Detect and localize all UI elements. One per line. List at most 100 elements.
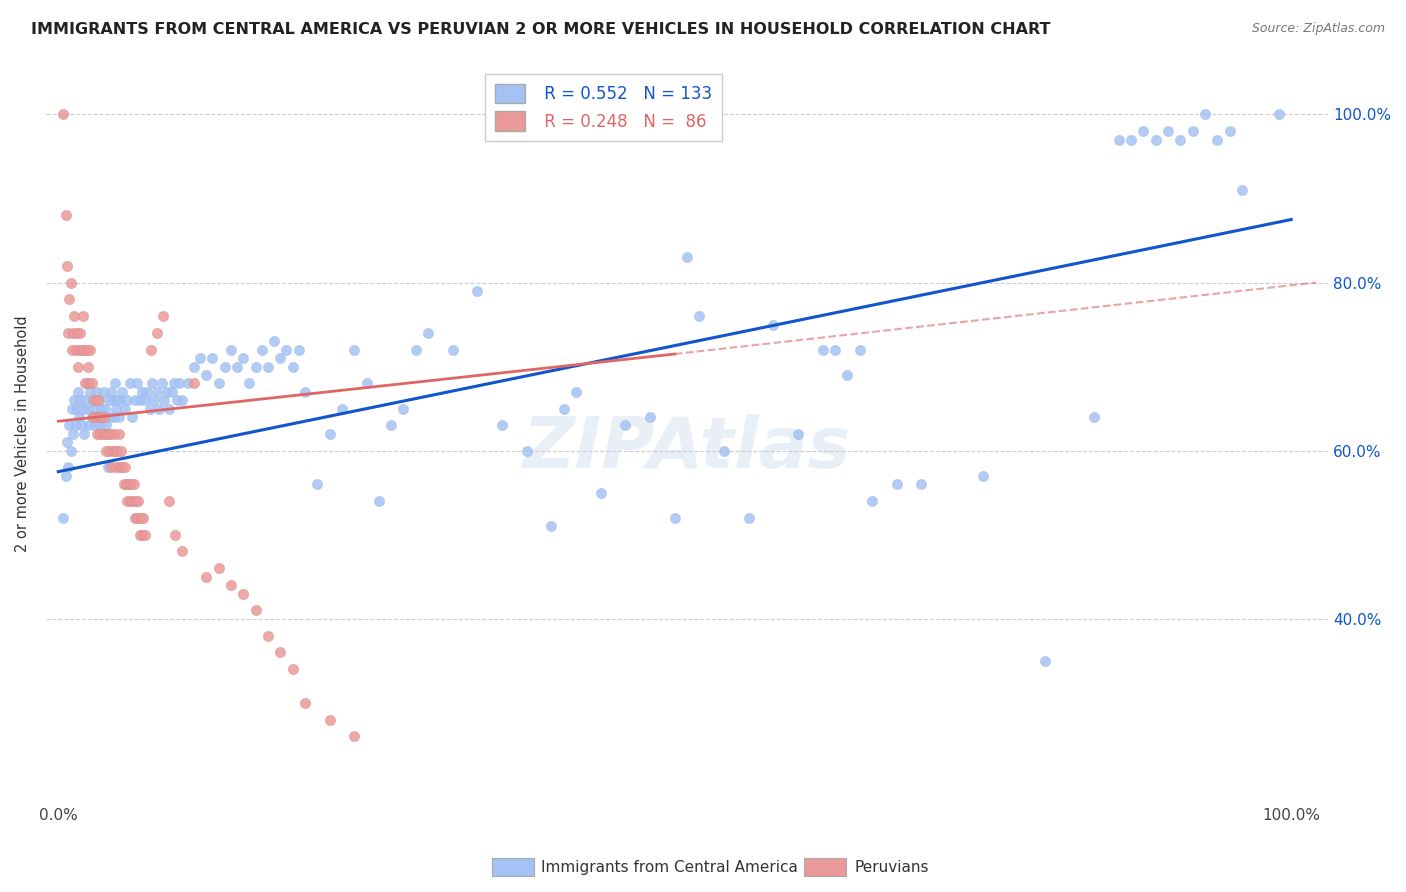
- Point: [87, 410, 110, 425]
- Point: [287, 343, 309, 357]
- Point: [73, 426, 96, 441]
- Point: [157, 401, 180, 416]
- Point: [152, 309, 174, 323]
- Point: [67, 410, 90, 425]
- Point: [56, 435, 79, 450]
- Point: [589, 485, 612, 500]
- Point: [100, 460, 122, 475]
- Point: [117, 494, 139, 508]
- Point: [93, 384, 115, 399]
- Point: [1168, 133, 1191, 147]
- Point: [183, 376, 205, 391]
- Point: [75, 393, 97, 408]
- Point: [60, 401, 83, 416]
- Point: [318, 713, 340, 727]
- Point: [75, 376, 97, 391]
- Point: [56, 460, 79, 475]
- Point: [263, 334, 285, 349]
- Point: [105, 460, 128, 475]
- Point: [82, 393, 104, 408]
- Point: [910, 477, 932, 491]
- Point: [157, 494, 180, 508]
- Point: [100, 384, 122, 399]
- Point: [1218, 124, 1240, 138]
- Point: [392, 401, 415, 416]
- Point: [343, 730, 366, 744]
- Point: [84, 410, 107, 425]
- Point: [107, 410, 129, 425]
- Point: [163, 376, 186, 391]
- Point: [125, 494, 148, 508]
- Point: [281, 359, 304, 374]
- Point: [738, 511, 761, 525]
- Point: [65, 418, 87, 433]
- Point: [101, 393, 124, 408]
- Point: [120, 477, 142, 491]
- Point: [1268, 107, 1291, 121]
- Point: [117, 477, 139, 491]
- Point: [77, 401, 100, 416]
- Point: [115, 477, 138, 491]
- Point: [1033, 654, 1056, 668]
- Point: [1119, 133, 1142, 147]
- Point: [257, 359, 280, 374]
- Point: [87, 410, 110, 425]
- Point: [207, 376, 229, 391]
- Point: [56, 326, 79, 340]
- Point: [66, 401, 89, 416]
- Point: [141, 376, 163, 391]
- Point: [143, 393, 166, 408]
- Point: [111, 460, 134, 475]
- Text: Peruvians: Peruvians: [855, 860, 929, 874]
- Point: [232, 586, 254, 600]
- Point: [103, 426, 125, 441]
- Point: [111, 384, 134, 399]
- Point: [104, 376, 127, 391]
- Point: [87, 393, 110, 408]
- Point: [232, 351, 254, 366]
- Point: [257, 628, 280, 642]
- Point: [58, 293, 80, 307]
- Point: [128, 393, 150, 408]
- Point: [83, 401, 105, 416]
- Point: [101, 443, 124, 458]
- Point: [139, 343, 162, 357]
- Point: [553, 401, 575, 416]
- Point: [441, 343, 464, 357]
- Text: ZIPAtlas: ZIPAtlas: [523, 414, 851, 483]
- Point: [787, 426, 810, 441]
- Point: [86, 426, 108, 441]
- Point: [76, 343, 98, 357]
- Point: [70, 343, 93, 357]
- Point: [90, 401, 112, 416]
- Point: [129, 511, 152, 525]
- Point: [146, 384, 169, 399]
- Point: [886, 477, 908, 491]
- Point: [98, 426, 121, 441]
- Point: [114, 401, 136, 416]
- Point: [1194, 107, 1216, 121]
- Point: [540, 519, 562, 533]
- Point: [170, 393, 193, 408]
- Point: [1181, 124, 1204, 138]
- Point: [713, 443, 735, 458]
- Point: [96, 418, 118, 433]
- Point: [150, 376, 173, 391]
- Point: [146, 326, 169, 340]
- Point: [121, 410, 143, 425]
- Point: [664, 511, 686, 525]
- Point: [153, 393, 176, 408]
- Point: [72, 401, 94, 416]
- Point: [318, 426, 340, 441]
- Point: [848, 343, 870, 357]
- Point: [824, 343, 846, 357]
- Point: [127, 376, 149, 391]
- Point: [79, 384, 101, 399]
- Point: [97, 393, 120, 408]
- Point: [63, 309, 86, 323]
- Point: [73, 343, 96, 357]
- Point: [219, 578, 242, 592]
- Point: [107, 443, 129, 458]
- Point: [245, 359, 267, 374]
- Point: [63, 393, 86, 408]
